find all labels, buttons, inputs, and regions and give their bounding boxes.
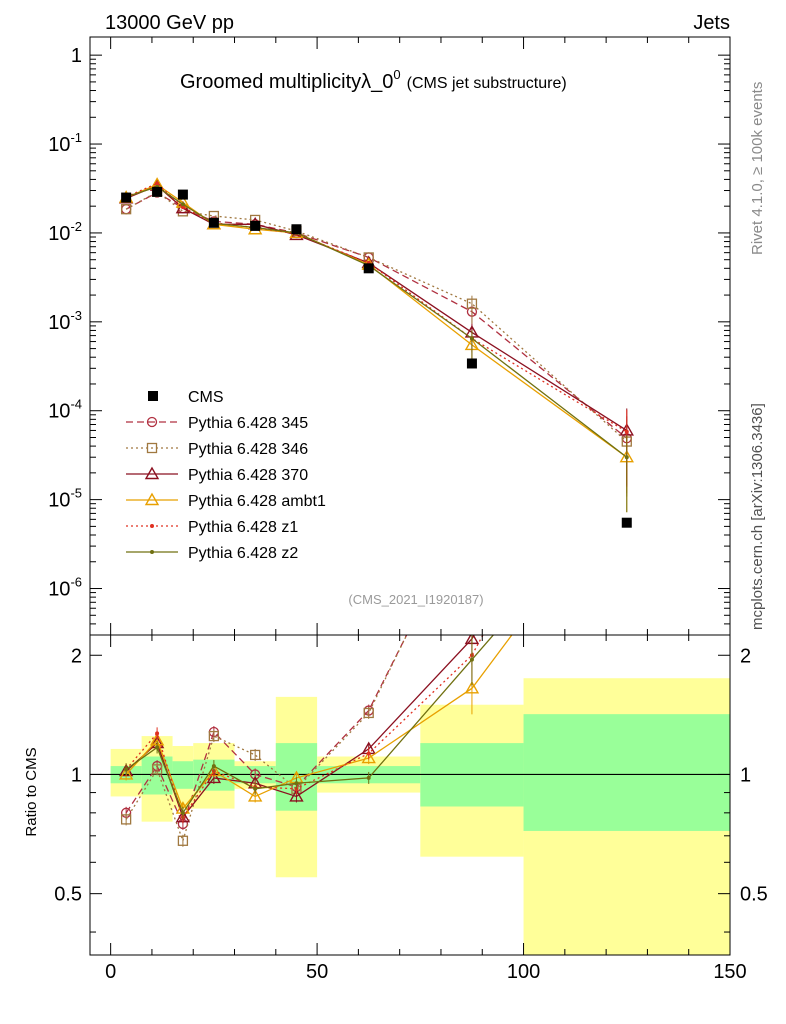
legend-label-0: Pythia 6.428 345: [188, 415, 308, 432]
x-tick-label-3: 150: [713, 961, 746, 983]
main-marker-4-8: [624, 429, 629, 434]
y-tick-label-5: 10-1: [48, 130, 82, 156]
ratio-x-axis: 0 50 100 150: [105, 635, 747, 983]
ratio-marker-3-0: [118, 767, 134, 780]
legend-marker-2: [144, 466, 160, 480]
data-point-8: [621, 517, 632, 528]
legend-label-2: Pythia 6.428 370: [188, 467, 308, 484]
main-marker-1-7: [466, 298, 478, 309]
data-point-4: [250, 220, 261, 231]
rivet-label: Rivet 4.1.0, ≥ 100k events: [749, 82, 766, 255]
ratio-marker-5-0: [124, 767, 129, 772]
main-marker-4-1: [155, 181, 160, 186]
band-inner-8: [523, 714, 730, 831]
ratio-y-tick-label-right-1: 1: [740, 764, 751, 786]
ratio-marker-1-6: [363, 707, 374, 719]
legend-label-1: Pythia 6.428 346: [188, 441, 308, 458]
ratio-marker-5-7: [469, 657, 474, 662]
main-marker-5-2: [180, 202, 185, 207]
ratio-marker-4-6: [366, 751, 371, 756]
ratio-marker-1-1: [151, 764, 163, 775]
ratio-marker-2-3: [206, 770, 222, 784]
ratio-y-tick-label-1: 1: [71, 764, 82, 786]
ratio-marker-2-5: [289, 789, 304, 802]
header-left: 13000 GeV pp: [105, 12, 234, 34]
main-panel: 10-6 10-5 10-4 10-3 10-2 10-1 1 Groomed multip…: [48, 36, 731, 636]
data-point-5: [291, 224, 302, 235]
x-tick-label-1: 50: [306, 961, 328, 983]
ratio-y-axis: 0.5 0.5 1 1 2 2: [54, 645, 768, 933]
ratio-y-tick-label-2: 2: [71, 645, 82, 667]
ratio-marker-3-7: [464, 680, 480, 694]
main-y-axis: 10-6 10-5 10-4 10-3 10-2 10-1 1: [48, 45, 730, 636]
y-tick-label-3: 10-3: [48, 308, 82, 334]
data-point-7: [466, 358, 477, 369]
data-point-6: [363, 263, 374, 274]
legend-marker-5: [150, 550, 154, 554]
legend-label-cms: CMS: [188, 389, 224, 406]
ratio-y-tick-label-0: 0.5: [54, 884, 82, 906]
x-tick-label-0: 0: [105, 961, 116, 983]
main-marker-4-2: [180, 205, 185, 210]
ratio-frame: [89, 634, 731, 956]
ratio-marker-1-2: [177, 835, 189, 846]
legend: CMS Pythia 6.428 345 Pythia 6.428 346 Pythi…: [126, 389, 326, 562]
legend-marker-4: [150, 524, 154, 528]
main-x-ticks: [110, 37, 731, 635]
legend-marker-cms: [148, 391, 158, 401]
ratio-marker-1-0: [120, 814, 132, 825]
main-marker-5-7: [469, 336, 474, 341]
legend-label-4: Pythia 6.428 z1: [188, 519, 298, 536]
ratio-marker-5-5: [294, 781, 299, 786]
ratio-marker-1-4: [250, 749, 261, 761]
ratio-marker-5-2: [180, 810, 185, 815]
legend-marker-1: [146, 442, 158, 454]
y-tick-label-4: 10-2: [48, 219, 82, 245]
ratio-marker-5-3: [211, 764, 216, 769]
ratio-marker-3-6: [361, 750, 376, 764]
main-marker-0-0: [120, 204, 132, 215]
ratio-y-tick-label-right-2: 2: [740, 645, 751, 667]
x-tick-label-2: 100: [507, 961, 540, 983]
ratio-series-layer: [118, 635, 513, 847]
ratio-y-label: Ratio to CMS: [23, 747, 40, 836]
ratio-marker-5-6: [366, 775, 371, 780]
data-point-0: [121, 192, 132, 203]
ratio-panel: 0.5 0.5 1 1 2 2 0 50 100 150 Ratio to CMS: [23, 634, 768, 983]
ratio-marker-1-3: [208, 730, 220, 742]
header-right: Jets: [693, 12, 730, 34]
data-point-3: [208, 217, 219, 228]
data-point-2: [177, 189, 188, 200]
analysis-tag: (CMS_2021_I1920187): [348, 592, 483, 607]
main-line-4: [125, 182, 628, 433]
mcplots-label: mcplots.cern.ch [arXiv:1306.3436]: [749, 403, 766, 630]
legend-marker-3: [144, 492, 160, 506]
chart-title: Groomed multiplicityλ_00(CMS jet substru…: [180, 67, 567, 93]
data-point-1: [152, 186, 163, 197]
y-tick-label-1: 10-5: [48, 486, 82, 512]
legend-label-5: Pythia 6.428 z2: [188, 545, 298, 562]
ratio-marker-4-1: [155, 731, 160, 736]
ratio-marker-3-4: [247, 789, 263, 802]
y-tick-label-0: 10-6: [48, 575, 82, 601]
main-frame: [89, 36, 731, 636]
ratio-y-tick-label-right-0: 0.5: [740, 884, 768, 906]
y-tick-label-6: 1: [71, 45, 82, 67]
data-points-layer: [121, 186, 632, 528]
legend-marker-0: [146, 416, 158, 428]
y-tick-label-2: 10-4: [48, 397, 82, 423]
main-series-layer: [118, 177, 634, 513]
ratio-series-clipped: [118, 635, 513, 847]
main-line-1: [125, 191, 628, 443]
main-marker-1-0: [120, 204, 132, 215]
main-marker-5-8: [624, 455, 629, 460]
ratio-marker-5-4: [253, 786, 258, 791]
legend-label-3: Pythia 6.428 ambt1: [188, 493, 326, 510]
ratio-marker-5-1: [155, 745, 160, 750]
